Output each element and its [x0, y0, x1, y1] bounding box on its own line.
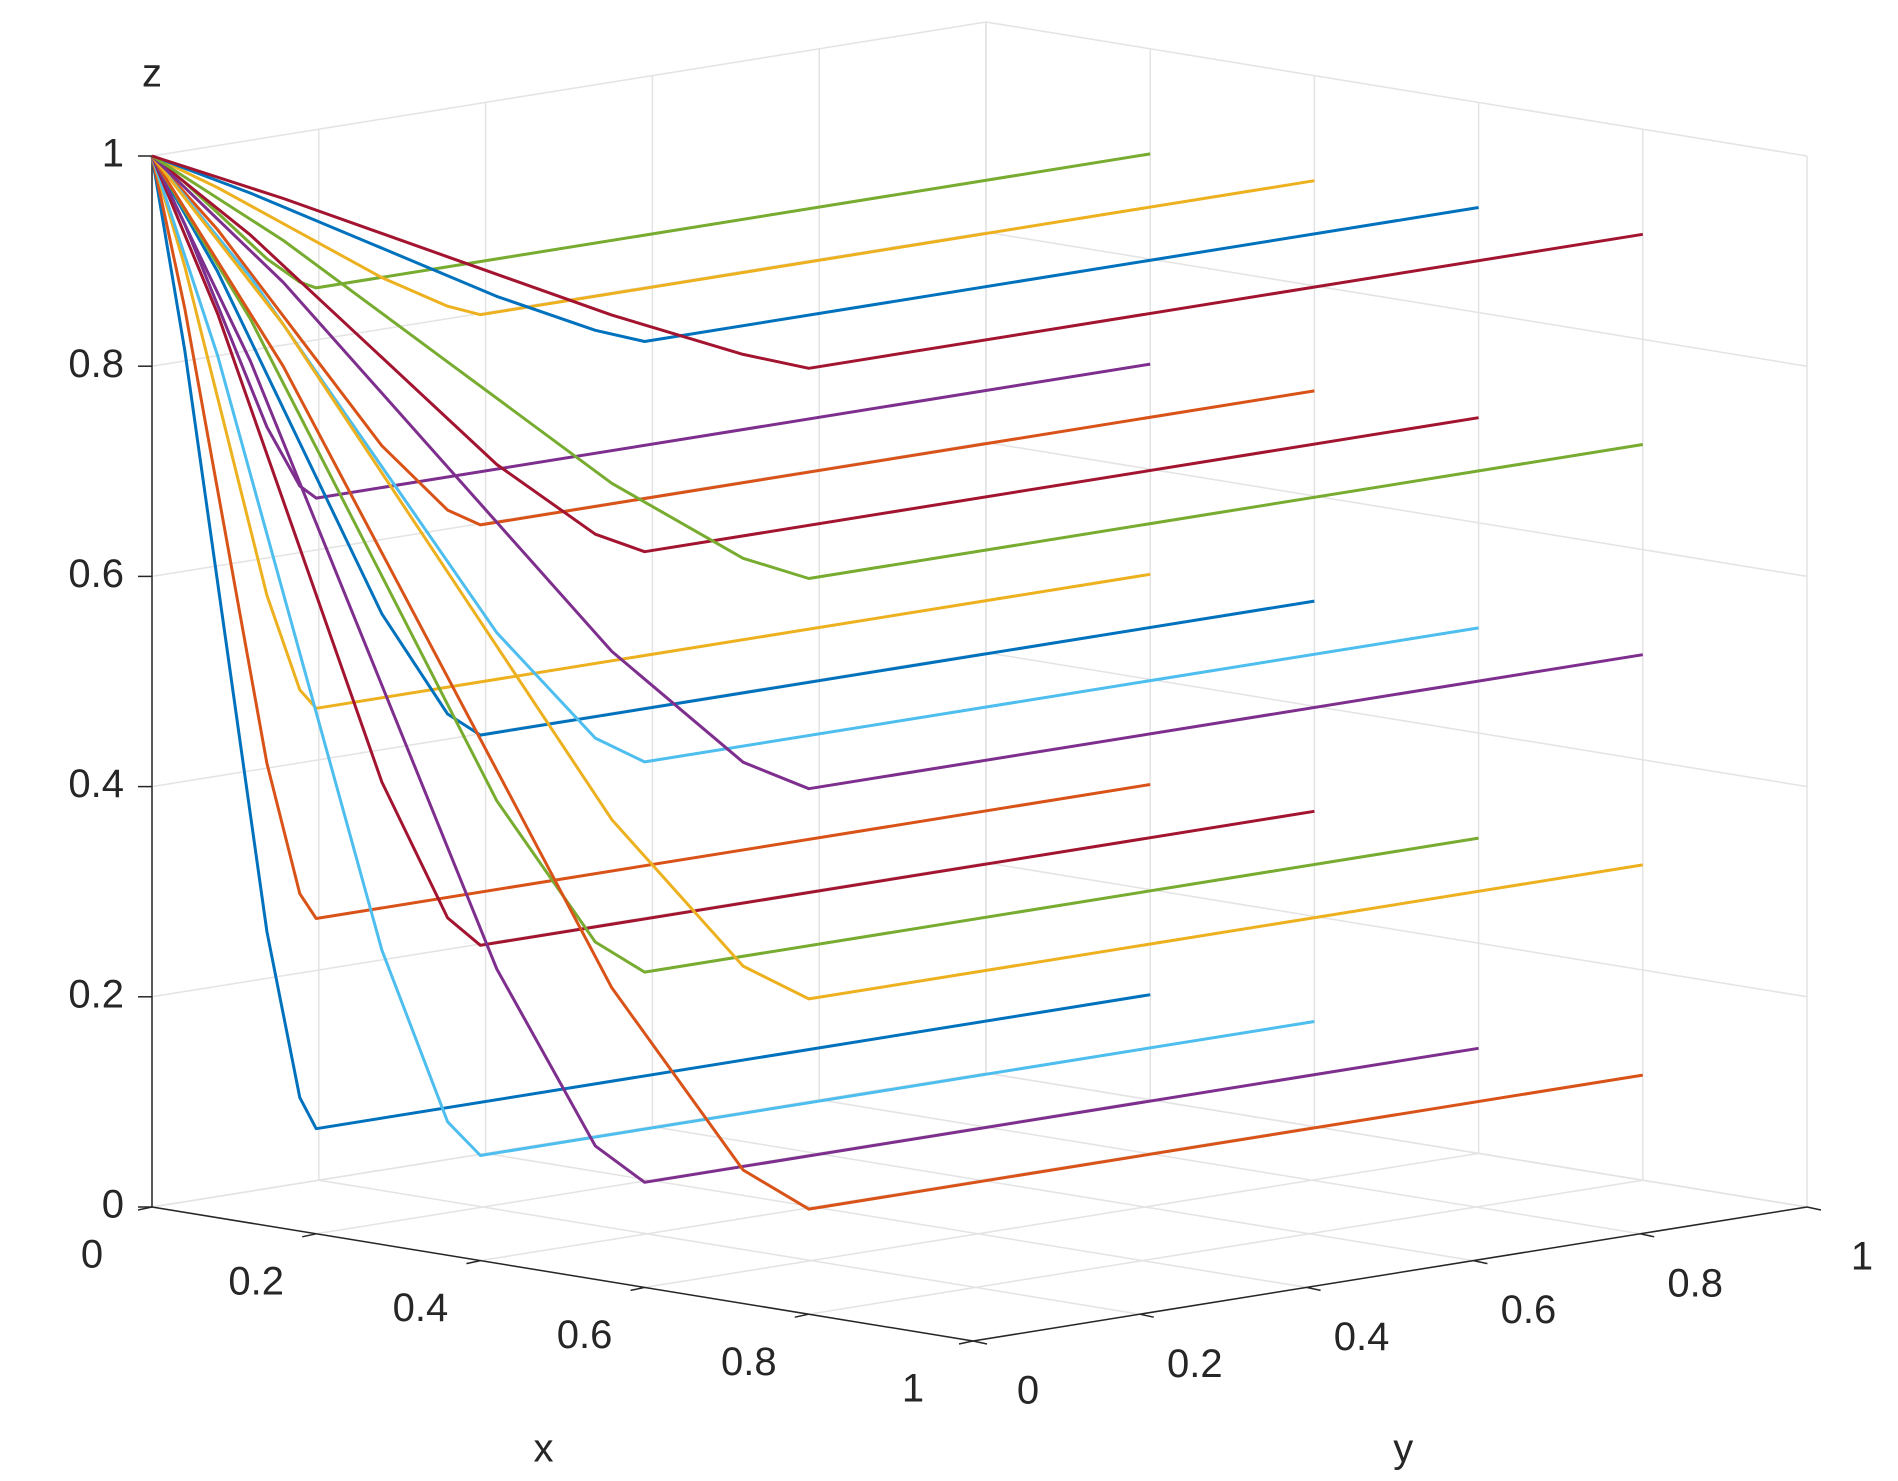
x-tick-label: 0.2 [228, 1259, 284, 1303]
y-tick-label: 0.8 [1667, 1261, 1723, 1305]
z-tick-label: 0 [102, 1183, 124, 1227]
y-tick-label: 0.6 [1501, 1288, 1557, 1332]
z-tick-label: 0.8 [68, 342, 124, 386]
trajectory [151, 154, 1644, 370]
trajectory [150, 155, 1644, 1001]
x-tick-label: 1 [902, 1367, 924, 1411]
trajectory [151, 154, 1479, 343]
trajectory [150, 155, 1479, 1184]
x-tick [794, 1313, 809, 1318]
y-tick [1139, 1313, 1154, 1318]
trajectory [150, 155, 1151, 920]
x-tick-label: 0.4 [393, 1286, 449, 1330]
z-tick-label: 0.4 [68, 762, 124, 806]
grid-line [985, 1072, 1808, 1208]
grid-line [318, 1179, 1140, 1315]
trajectory [150, 155, 1315, 1157]
grid-line [808, 1179, 1643, 1315]
z-tick-label: 0.6 [68, 552, 124, 596]
y-tick-label: 0 [1017, 1369, 1039, 1413]
trajectory [151, 152, 1151, 290]
grid-line [985, 651, 1808, 788]
x-axis-line [151, 1206, 974, 1342]
grid-line [985, 231, 1808, 367]
grid-line [644, 1152, 1479, 1289]
z-tick-label: 1 [102, 132, 124, 176]
trajectory [151, 154, 1479, 554]
z-tick-label: 0.2 [68, 972, 124, 1016]
y-axis-label: y [1393, 1426, 1413, 1470]
trajectory [150, 154, 1644, 791]
x-tick [302, 1233, 317, 1238]
trajectory [151, 154, 1644, 580]
y-tick [1473, 1259, 1488, 1265]
trajectory [150, 155, 1151, 1131]
y-tick [972, 1340, 988, 1345]
trajectory [150, 155, 1644, 1211]
x-tick-label: 0.8 [721, 1340, 777, 1384]
x-tick [958, 1340, 974, 1345]
y-axis-line [972, 1206, 1808, 1342]
grid-line [985, 862, 1808, 998]
x-tick [466, 1259, 481, 1265]
grid-line [985, 441, 1808, 578]
grid-line [652, 1125, 1474, 1262]
grid-line [485, 1152, 1307, 1289]
y-tick [1640, 1233, 1655, 1238]
grid-line [985, 21, 1808, 157]
y-tick [1806, 1206, 1822, 1211]
x-tick-label: 0 [81, 1233, 103, 1277]
x-tick [630, 1286, 645, 1292]
x-tick-label: 0.6 [557, 1313, 613, 1357]
trajectory [150, 155, 1151, 710]
trajectory [151, 154, 1315, 317]
trajectory [150, 155, 1479, 764]
z-axis-label: z [142, 52, 162, 96]
trajectory [150, 155, 1479, 974]
trajectory [150, 155, 1315, 947]
trajectory [150, 155, 1315, 527]
y-tick-label: 0.4 [1334, 1315, 1390, 1359]
grid-line [151, 21, 987, 157]
grid-line [819, 1099, 1641, 1235]
y-tick [1306, 1286, 1321, 1292]
y-tick-label: 1 [1851, 1235, 1873, 1279]
x-axis-label: x [534, 1426, 554, 1470]
y-tick-label: 0.2 [1167, 1342, 1223, 1386]
trajectory [150, 155, 1315, 737]
